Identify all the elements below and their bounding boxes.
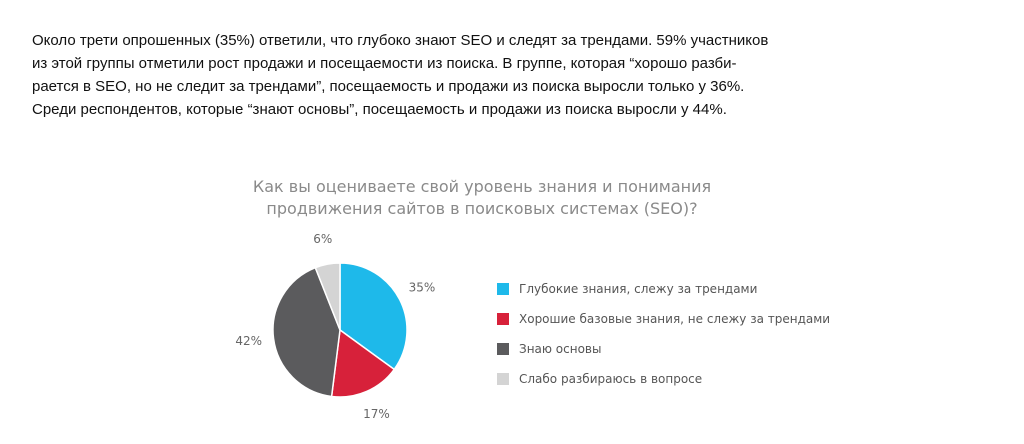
legend-label: Слабо разбираюсь в вопросе xyxy=(519,372,703,386)
slice-value-label: 6% xyxy=(313,232,332,246)
slice-value-label: 17% xyxy=(363,407,390,421)
pie-chart: 35% 17% 42% 6% xyxy=(235,232,436,421)
legend-swatch xyxy=(497,343,509,355)
pie-slice xyxy=(314,262,341,331)
legend-swatch xyxy=(497,283,509,295)
legend-swatch xyxy=(497,313,509,325)
chart-legend: Глубокие знания, слежу за трендами Хорош… xyxy=(497,274,830,394)
chart-title: Как вы оцениваете свой уровень знания и … xyxy=(212,176,752,220)
legend-item: Знаю основы xyxy=(497,334,830,364)
slice-value-label: 35% xyxy=(409,281,436,295)
paragraph-line: из этой группы отметили рост продажи и п… xyxy=(32,55,737,72)
paragraph-line: рается в SEO, но не следит за трендами”,… xyxy=(32,78,745,95)
legend-item: Слабо разбираюсь в вопросе xyxy=(497,364,830,394)
legend-item: Хорошие базовые знания, не слежу за трен… xyxy=(497,304,830,334)
legend-label: Знаю основы xyxy=(519,342,602,356)
pie-slice xyxy=(272,266,341,398)
paragraph-line: Около трети опрошенных (35%) ответили, ч… xyxy=(32,32,769,49)
legend-label: Хорошие базовые знания, не слежу за трен… xyxy=(519,312,831,326)
intro-paragraph: Около трети опрошенных (35%) ответили, ч… xyxy=(32,29,932,121)
paragraph-line: Среди респондентов, которые “знают основ… xyxy=(32,101,727,118)
legend-item: Глубокие знания, слежу за трендами xyxy=(497,274,830,304)
pie-slice xyxy=(330,328,396,398)
legend-label: Глубокие знания, слежу за трендами xyxy=(519,282,758,296)
legend-swatch xyxy=(497,373,509,385)
chart-title-line: Как вы оцениваете свой уровень знания и … xyxy=(252,177,712,196)
slice-value-label: 42% xyxy=(235,334,262,348)
chart-title-line: продвижения сайтов в поисковых системах … xyxy=(266,199,698,218)
pie-slice xyxy=(339,262,408,371)
